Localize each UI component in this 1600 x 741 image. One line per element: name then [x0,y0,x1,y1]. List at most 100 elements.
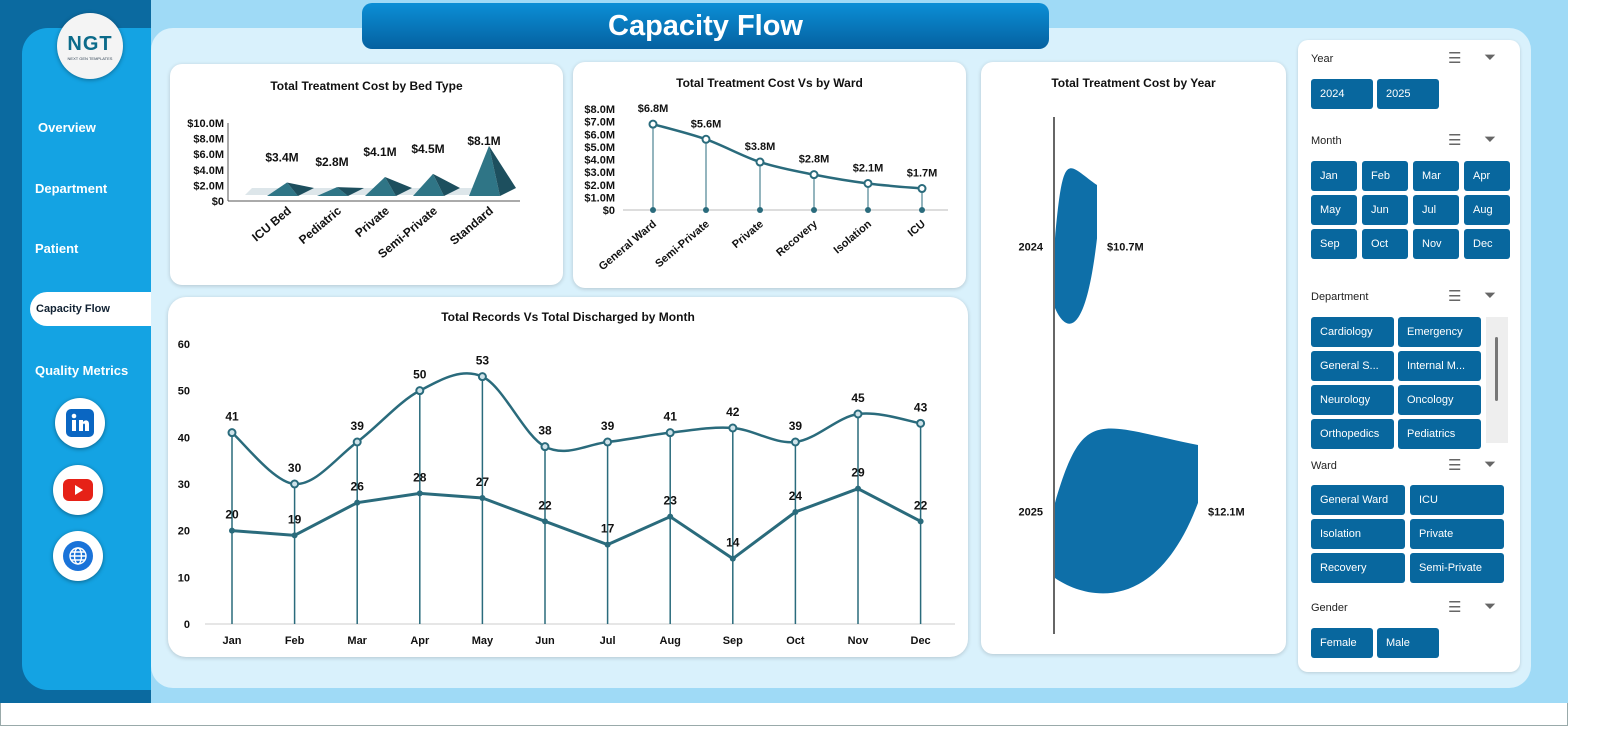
y-tick-label: 40 [178,432,190,444]
nav-quality-metrics[interactable]: Quality Metrics [35,363,129,378]
slicer-button-general-s-[interactable]: General S... [1311,351,1394,381]
slicer-button-pediatrics[interactable]: Pediatrics [1398,419,1481,449]
x-tick-label: Feb [285,635,305,647]
slicer-button-recovery[interactable]: Recovery [1311,553,1405,583]
youtube-button[interactable] [53,465,103,515]
year-bar [1055,428,1198,594]
clear-filter-icon[interactable]: ⏷ [1484,598,1511,615]
slicer-button-icu[interactable]: ICU [1410,485,1504,515]
data-label: 29 [851,466,865,480]
multi-select-icon[interactable]: ☰ [1448,50,1476,67]
page-title: Capacity Flow [362,3,1049,49]
scrollbar-thumb[interactable] [1495,337,1498,401]
website-button[interactable] [53,531,103,581]
slicer-title: Year [1311,53,1334,65]
data-label: 43 [914,400,928,414]
data-label: $1.7M [907,168,938,180]
multi-select-icon[interactable]: ☰ [1448,599,1476,616]
data-label: 41 [225,410,239,424]
slicer-button-aug[interactable]: Aug [1464,195,1510,225]
data-label: 22 [538,498,552,512]
data-point [229,527,235,534]
data-label: 45 [851,391,865,405]
slicer-button-may[interactable]: May [1311,195,1357,225]
data-point [855,485,861,492]
slicer-button-female[interactable]: Female [1311,628,1373,658]
nav-department[interactable]: Department [35,181,108,196]
slicer-button-feb[interactable]: Feb [1362,161,1408,191]
slicer-button-jan[interactable]: Jan [1311,161,1357,191]
slicer-button-male[interactable]: Male [1377,628,1439,658]
slicer-button-neurology[interactable]: Neurology [1311,385,1394,415]
chart-title: Total Treatment Cost Vs by Ward [676,76,863,90]
data-point [701,134,711,144]
data-label: 28 [413,470,427,484]
x-tick-label: Aug [660,635,681,647]
year-bar [1055,168,1097,324]
multi-select-icon[interactable]: ☰ [1448,457,1476,474]
slicer-button-jun[interactable]: Jun [1362,195,1408,225]
data-label: $8.1M [467,134,500,148]
slicer-button-2024[interactable]: 2024 [1311,79,1373,109]
slicer-button-dec[interactable]: Dec [1464,229,1510,259]
data-point [542,518,548,525]
data-label: $4.1M [363,145,396,159]
data-label: $2.1M [853,162,884,174]
clear-filter-icon[interactable]: ⏷ [1484,456,1511,473]
data-label: 23 [664,494,678,508]
y-tick-label: $8.0M [193,134,224,146]
slicer-title: Month [1311,135,1342,147]
clear-filter-icon[interactable]: ⏷ [1484,287,1511,304]
slicer-button-jul[interactable]: Jul [1413,195,1459,225]
chart-title: Total Records Vs Total Discharged by Mon… [441,310,695,324]
slicer-button-semi-private[interactable]: Semi-Private [1410,553,1504,583]
clear-filter-icon[interactable]: ⏷ [1484,131,1511,148]
clear-filter-icon[interactable]: ⏷ [1484,49,1511,66]
y-tick-label: $4.0M [584,155,615,167]
y-tick-label: $2.0M [584,180,615,192]
data-label: 30 [288,461,302,475]
data-point [416,490,423,497]
y-tick-label: $7.0M [584,117,615,129]
series-line-records [231,372,921,486]
slicer-button-isolation[interactable]: Isolation [1311,519,1405,549]
y-tick-label: $5.0M [584,142,615,154]
data-point [540,442,550,452]
nav-overview[interactable]: Overview [38,120,96,135]
y-tick-label: $8.0M [584,104,615,116]
y-tick-label: $10.0M [187,118,224,130]
multi-select-icon[interactable]: ☰ [1448,288,1476,305]
bar-pyramid-side [337,187,364,196]
linkedin-button[interactable] [55,398,105,448]
slicer-button-mar[interactable]: Mar [1413,161,1459,191]
data-point [853,409,863,419]
data-label: 39 [789,419,803,433]
slicer-panel: Year ☰ ⏷ 2024 2025 Month ☰ ⏷ Jan Feb Mar Apr May Jun J… [1298,40,1520,672]
y-tick-label: 60 [178,339,190,351]
base-marker [757,207,763,213]
data-label: 24 [789,489,803,503]
data-point [809,170,819,180]
data-point [227,428,237,438]
slicer-button-apr[interactable]: Apr [1464,161,1510,191]
slicer-button-2025[interactable]: 2025 [1377,79,1439,109]
data-label: 22 [914,498,928,512]
multi-select-icon[interactable]: ☰ [1448,132,1476,149]
slicer-button-general-ward[interactable]: General Ward [1311,485,1405,515]
slicer-button-emergency[interactable]: Emergency [1398,317,1481,347]
nav-patient[interactable]: Patient [35,241,79,256]
card-cost-by-ward: Total Treatment Cost Vs by Ward [573,62,966,288]
slicer-button-sep[interactable]: Sep [1311,229,1357,259]
nav-capacity-flow[interactable]: Capacity Flow [30,292,151,326]
slicer-button-orthopedics[interactable]: Orthopedics [1311,419,1394,449]
x-tick-label: Dec [911,635,931,647]
slicer-button-cardiology[interactable]: Cardiology [1311,317,1394,347]
slicer-button-oct[interactable]: Oct [1362,229,1408,259]
slicer-button-oncology[interactable]: Oncology [1398,385,1481,415]
slicer-button-nov[interactable]: Nov [1413,229,1459,259]
data-point [477,372,487,382]
slicer-button-internal-m-[interactable]: Internal M... [1398,351,1481,381]
y-tick-label: $6.0M [193,149,224,161]
data-label: 19 [288,512,302,526]
slicer-button-private[interactable]: Private [1410,519,1504,549]
